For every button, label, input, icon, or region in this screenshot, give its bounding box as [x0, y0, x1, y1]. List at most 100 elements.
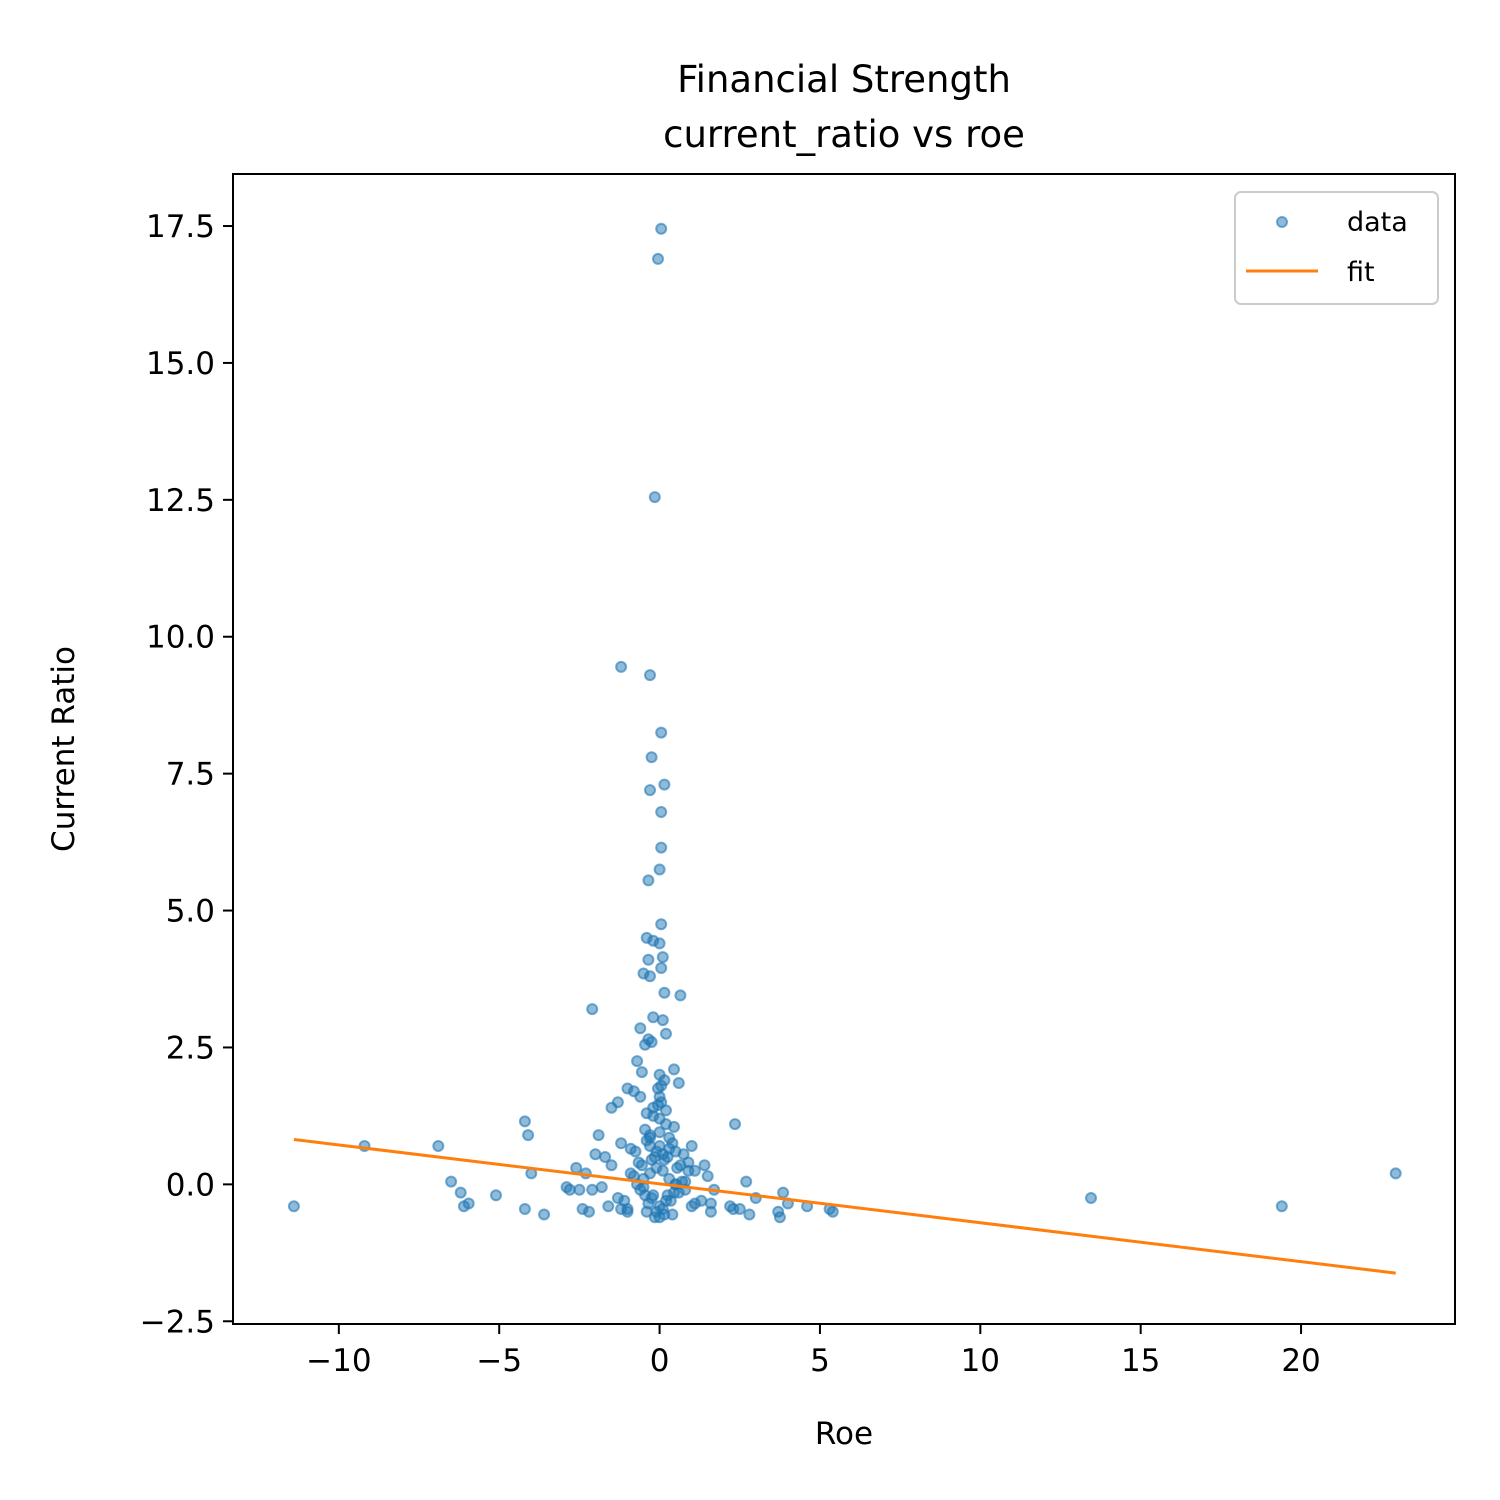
scatter-point — [685, 1140, 698, 1152]
scatter-point — [634, 1090, 647, 1103]
scatter-point — [642, 953, 655, 966]
scatter-point — [826, 1205, 839, 1218]
chart-title: Financial Strength — [677, 58, 1011, 101]
fit-line-layer — [293, 1138, 1396, 1275]
y-tick-label: 7.5 — [166, 757, 215, 793]
scatter-point — [642, 874, 655, 887]
scatter-point — [656, 951, 669, 964]
scatter-point — [653, 1068, 666, 1081]
scatter-point — [655, 726, 668, 739]
scatter-point — [655, 222, 668, 235]
scatter-point — [647, 1011, 660, 1024]
scatter-point — [653, 1126, 666, 1139]
scatter-point — [671, 1161, 684, 1174]
scatter-point — [661, 1151, 674, 1163]
scatter-point — [518, 1115, 531, 1128]
scatter-point — [656, 1164, 669, 1177]
y-axis: −2.5 0.0 2.5 5.0 7.5 10.0 12.5 15.0 17.5 — [140, 209, 233, 1340]
scatter-point — [538, 1208, 551, 1221]
legend-data-label: data — [1347, 207, 1408, 238]
scatter-point — [624, 1167, 637, 1180]
scatter-point — [629, 1145, 642, 1158]
scatter-point — [668, 1186, 680, 1199]
scatter-point — [635, 1066, 648, 1079]
scatter-point — [522, 1129, 535, 1142]
scatter-point — [589, 1148, 602, 1161]
scatter-point — [660, 1027, 672, 1040]
scatter-point — [674, 989, 687, 1002]
legend-fit-label: fit — [1347, 257, 1375, 288]
scatter-point — [645, 1153, 658, 1166]
x-tick-label: 5 — [810, 1343, 830, 1379]
scatter-point — [490, 1189, 502, 1202]
y-tick-label: 10.0 — [146, 620, 215, 656]
y-tick-label: 0.0 — [166, 1167, 215, 1203]
scatter-point — [605, 1159, 618, 1172]
scatter-point — [432, 1140, 445, 1152]
scatter-point — [733, 1203, 746, 1215]
scatter-point — [655, 806, 668, 818]
scatter-point — [615, 660, 628, 673]
scatter-point — [1275, 1200, 1288, 1213]
chart-subtitle: current_ratio vs roe — [663, 113, 1025, 156]
scatter-point — [586, 1183, 599, 1196]
scatter-point — [599, 1151, 612, 1163]
scatter-point — [1389, 1167, 1402, 1180]
scatter-point — [740, 1175, 753, 1188]
scatter-point — [777, 1186, 790, 1199]
scatter-point — [644, 669, 656, 682]
scatter-point — [635, 1159, 648, 1172]
scatter-point — [583, 1205, 595, 1218]
scatter-point — [287, 1200, 300, 1213]
scatter-point — [454, 1186, 467, 1199]
legend: data fit — [1234, 191, 1439, 305]
scatter-point — [652, 1082, 664, 1095]
scatter-point — [605, 1101, 618, 1114]
plot-frame — [232, 173, 1456, 1325]
y-tick-label: 2.5 — [166, 1030, 215, 1066]
x-tick-label: 10 — [961, 1343, 1000, 1379]
scatter-point — [573, 1183, 586, 1196]
scatter-point — [586, 1003, 599, 1016]
scatter-point — [701, 1170, 714, 1183]
y-axis-title: Current Ratio — [46, 646, 82, 852]
y-tick-label: 17.5 — [146, 209, 215, 245]
scatter-point — [595, 1181, 608, 1194]
scatter-point — [602, 1200, 615, 1213]
scatter-point — [1085, 1192, 1097, 1204]
x-tick-label: −5 — [476, 1343, 522, 1379]
scatter-point — [653, 937, 666, 950]
x-axis: −10 −5 0 5 10 15 20 — [306, 1324, 1321, 1379]
scatter-point — [695, 1194, 708, 1207]
scatter-point — [652, 1099, 664, 1111]
scatter-point — [652, 252, 664, 265]
scatter-point — [656, 1014, 669, 1027]
y-tick-label: 5.0 — [166, 894, 215, 930]
scatter-point — [698, 1159, 711, 1172]
scatter-point — [658, 778, 671, 791]
scatter-point — [563, 1183, 576, 1196]
legend-data-marker — [1276, 216, 1288, 228]
scatter-point — [645, 751, 658, 764]
scatter-point — [445, 1175, 458, 1188]
scatter-point — [462, 1197, 475, 1210]
scatter-point — [655, 962, 668, 974]
scatter-point — [672, 1077, 685, 1089]
scatter-point — [639, 1123, 652, 1136]
scatter-point — [655, 918, 668, 931]
scatter-point — [658, 986, 671, 999]
y-tick-label: 12.5 — [146, 483, 215, 519]
x-axis-title: Roe — [815, 1416, 873, 1452]
scatter-point — [631, 1055, 644, 1068]
y-tick-label: −2.5 — [140, 1304, 215, 1340]
scatter-point — [647, 1109, 660, 1122]
scatter-point — [611, 1192, 624, 1204]
scatter-point — [634, 1022, 647, 1035]
scatter-point — [653, 1211, 666, 1224]
scatter-point — [615, 1137, 628, 1150]
scatter-point — [639, 1189, 652, 1202]
scatter-point — [682, 1164, 695, 1177]
scatter-point — [648, 491, 661, 504]
scatter-point — [592, 1129, 605, 1142]
